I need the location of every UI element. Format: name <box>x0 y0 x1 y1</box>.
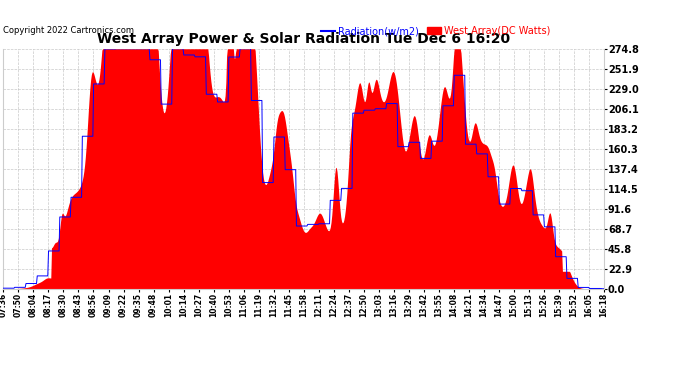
Title: West Array Power & Solar Radiation Tue Dec 6 16:20: West Array Power & Solar Radiation Tue D… <box>97 32 510 46</box>
Legend: Radiation(w/m2), West Array(DC Watts): Radiation(w/m2), West Array(DC Watts) <box>317 22 555 40</box>
Text: Copyright 2022 Cartronics.com: Copyright 2022 Cartronics.com <box>3 26 135 35</box>
